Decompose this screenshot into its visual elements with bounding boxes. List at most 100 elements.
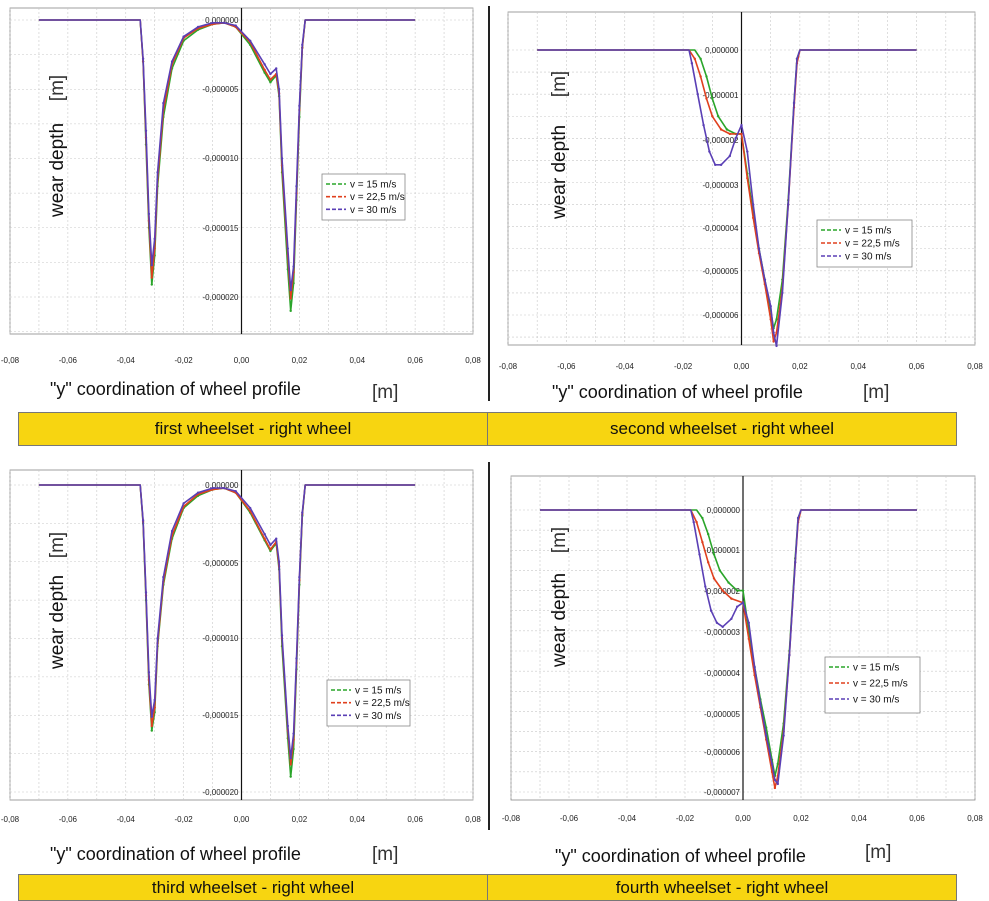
data-point	[170, 529, 174, 533]
data-point	[757, 247, 761, 250]
data-point	[718, 569, 721, 572]
x-tick-label: -0,06	[560, 814, 579, 823]
data-point	[141, 57, 145, 60]
series-3	[540, 509, 917, 786]
data-point	[286, 247, 289, 250]
y-tick-label: -0,000004	[702, 224, 739, 233]
x-axis-label: "y" coordination of wheel profile	[50, 844, 301, 864]
x-axis-label: "y" coordination of wheel profile	[50, 379, 301, 399]
x-tick-label: 0,08	[967, 814, 983, 823]
legend-label: v = 15 m/s	[350, 180, 396, 191]
data-point	[730, 617, 733, 620]
data-point	[712, 553, 716, 556]
data-point	[699, 57, 702, 61]
data-point	[289, 288, 292, 292]
x-tick-label: 0,04	[349, 815, 365, 824]
legend-box	[824, 656, 921, 714]
y-tick-label: 0,000000	[705, 46, 739, 55]
data-point	[728, 132, 732, 136]
data-point	[787, 203, 790, 206]
data-point	[698, 553, 701, 556]
legend: v = 15 m/s v = 22,5 m/s v = 30 m/s	[824, 656, 921, 714]
y-tick-label: -0,000010	[202, 154, 239, 163]
data-point	[147, 671, 151, 674]
chart-3: -0,08 -0,06 -0,04 -0,02 0,00 0,02 0,04 0,06 0,08…	[1, 469, 481, 865]
x-tick-label: 0,08	[465, 356, 481, 365]
data-point	[275, 67, 278, 70]
data-point	[289, 297, 292, 300]
data-point	[712, 577, 716, 580]
data-point	[695, 520, 698, 524]
x-tick-label: -0,04	[117, 356, 136, 365]
data-point	[751, 203, 755, 206]
data-point	[734, 137, 737, 140]
x-axis-unit: [m]	[372, 382, 398, 403]
data-point	[295, 657, 298, 660]
data-point	[269, 548, 272, 551]
data-point	[170, 60, 174, 63]
y-tick-label: -0,000001	[702, 91, 739, 100]
y-tick-label: -0,000003	[702, 181, 739, 190]
legend: v = 15 m/s v = 22,5 m/s v = 30 m/s	[816, 219, 913, 268]
data-point	[795, 57, 799, 61]
data-point	[711, 115, 714, 118]
data-point	[182, 35, 185, 38]
y-axis-label: wear depth	[47, 575, 68, 670]
data-point	[292, 732, 295, 735]
data-point	[301, 511, 304, 514]
data-point	[289, 775, 292, 778]
legend-label: v = 22,5 m/s	[853, 679, 908, 690]
x-tick-label: 0,06	[909, 362, 925, 371]
y-tick-label: -0,000002	[702, 136, 739, 145]
y-tick-label: -0,000005	[202, 85, 239, 94]
x-tick-label: 0,02	[292, 815, 308, 824]
data-point	[263, 537, 266, 540]
y-tick-label: -0,000015	[202, 224, 239, 233]
y-tick-label: -0,000020	[202, 788, 239, 797]
legend-label: v = 22,5 m/s	[845, 239, 900, 250]
data-point	[730, 597, 733, 600]
data-point	[753, 665, 756, 669]
series-3	[38, 484, 416, 760]
data-point	[144, 129, 148, 132]
data-point	[196, 491, 200, 494]
series-line	[540, 509, 917, 785]
y-axis-label: wear depth	[549, 573, 570, 668]
y-axis-label: wear depth	[47, 123, 68, 218]
x-tick-label: -0,06	[557, 362, 576, 371]
data-point	[182, 502, 185, 505]
x-tick-label: 0,02	[292, 356, 308, 365]
data-point	[277, 560, 281, 563]
y-axis-unit: [m]	[549, 71, 570, 97]
series-3	[38, 19, 416, 292]
data-point	[150, 263, 153, 267]
data-point	[701, 541, 704, 544]
y-tick-label: -0,000005	[704, 710, 741, 719]
data-point	[275, 537, 278, 540]
y-tick-label: -0,000006	[702, 311, 739, 320]
data-point	[716, 115, 720, 118]
data-point	[709, 609, 713, 612]
data-point	[719, 163, 723, 167]
data-point	[725, 128, 729, 131]
data-point	[741, 589, 745, 592]
data-point	[222, 486, 226, 490]
legend-box	[816, 219, 913, 268]
data-point	[770, 762, 774, 765]
data-point	[248, 39, 252, 42]
data-point	[269, 78, 272, 81]
data-point	[298, 104, 301, 108]
data-point	[747, 621, 750, 624]
x-tick-label: -0,06	[59, 356, 78, 365]
data-point	[295, 185, 298, 188]
y-axis-unit: [m]	[47, 75, 68, 101]
data-point	[280, 157, 284, 160]
legend-label: v = 15 m/s	[845, 226, 891, 237]
y-axis-unit: [m]	[47, 532, 68, 558]
x-tick-label: -0,02	[674, 362, 693, 371]
data-point	[715, 621, 719, 624]
data-point	[298, 575, 301, 579]
data-point	[692, 520, 695, 524]
vertical-divider-bottom	[488, 462, 490, 830]
